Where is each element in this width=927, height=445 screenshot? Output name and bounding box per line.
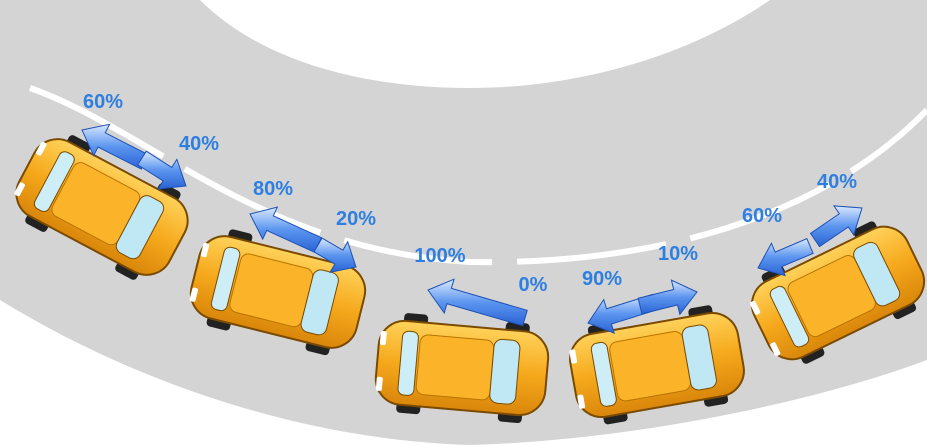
front-percent: 100% xyxy=(414,245,465,267)
headlight xyxy=(376,377,383,391)
roof xyxy=(608,330,691,402)
car xyxy=(373,311,551,425)
rear-percent: 40% xyxy=(817,171,857,193)
front-percent: 60% xyxy=(742,205,782,227)
headlight xyxy=(380,331,387,345)
rear-percent: 20% xyxy=(336,208,376,230)
rear-percent: 0% xyxy=(519,274,548,296)
rear-window xyxy=(489,339,520,405)
front-percent: 80% xyxy=(253,178,293,200)
roof xyxy=(416,334,495,400)
diagram: 60% 40% 80% 20% 100% 0% 90% 10% 60% 40% xyxy=(0,0,927,445)
front-percent: 90% xyxy=(582,268,622,290)
rear-percent: 40% xyxy=(179,133,219,155)
rear-percent: 10% xyxy=(658,243,698,265)
front-percent: 60% xyxy=(83,91,123,113)
